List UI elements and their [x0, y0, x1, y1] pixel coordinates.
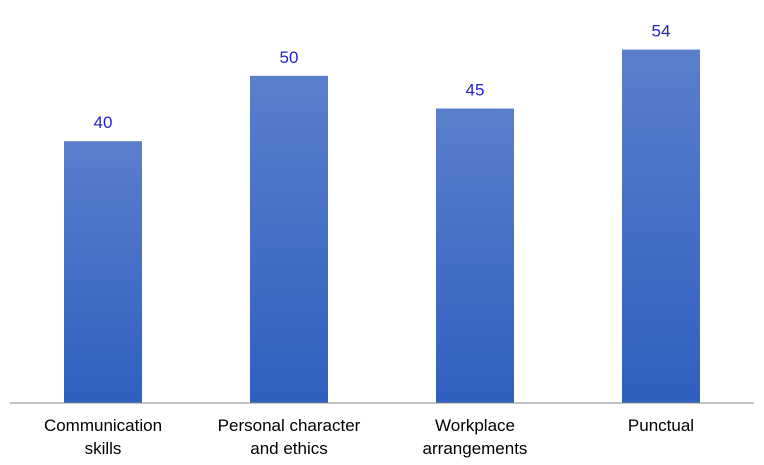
category-label-3: Punctual [628, 416, 694, 435]
labels-layer: 40 Communication skills 50 Personal characte… [44, 22, 694, 458]
data-label-1: 50 [280, 48, 299, 67]
data-label-3: 54 [652, 22, 671, 41]
data-label-2: 45 [466, 81, 485, 100]
category-label-1: Personal character and ethics [218, 416, 361, 458]
category-label-2: Workplace arrangements [423, 416, 528, 458]
bar-1 [250, 75, 328, 404]
bar-2 [436, 108, 514, 403]
bar-3 [622, 49, 700, 403]
bar-0 [64, 141, 142, 403]
data-label-0: 40 [94, 113, 113, 132]
category-label-0: Communication skills [44, 416, 162, 458]
bars-layer [64, 49, 700, 404]
